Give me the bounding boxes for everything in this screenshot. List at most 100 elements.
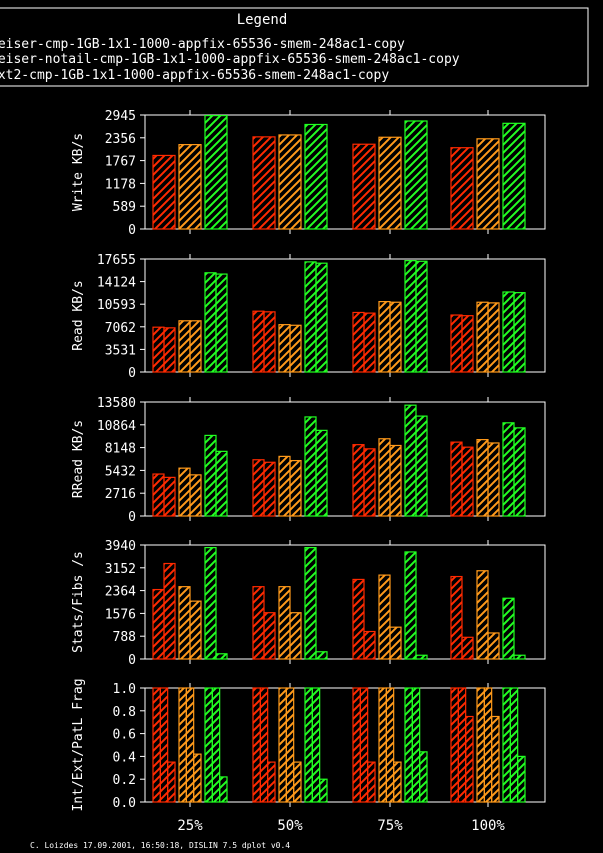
bar [378,574,391,660]
bar [152,154,176,230]
bar [352,578,365,660]
panel-2: 0 3531 7062 10593 14124 17655 Read KB/s [71,253,546,381]
bar [178,320,191,373]
legend-title: Legend [237,12,288,28]
bar [502,422,515,517]
bar [352,311,365,373]
bar [304,261,317,373]
bar [502,597,515,660]
legend-box [0,7,589,87]
bar [152,588,165,660]
bar [352,444,365,517]
bar [215,653,228,660]
bar [476,570,489,660]
bar [252,459,265,517]
bar [252,687,261,803]
legend: Legend reiser-cmp-1GB-1x1-1000-appfix-65… [0,7,589,87]
bar [461,636,474,660]
bar [304,547,317,660]
y-tick-label: 13580 [97,396,136,411]
bar [450,147,474,230]
bar [304,123,328,230]
y-tick-label: 2364 [105,585,136,600]
bar [509,687,519,803]
y-axis-label: RRead KB/s [71,420,86,498]
bar [415,654,428,660]
bar [487,442,500,517]
bar [385,687,395,803]
y-tick-label: 10864 [97,419,136,434]
bar [193,753,202,803]
panel-frame [144,258,546,373]
bar [163,476,176,517]
bar [289,612,302,660]
x-tick-label: 25% [177,818,203,834]
bar [211,687,221,803]
bar [465,715,474,803]
y-tick-label: 0 [128,223,136,238]
bar [215,273,228,373]
y-tick-label: 0.4 [113,750,137,765]
y-tick-label: 0 [128,653,136,668]
y-tick-label: 10593 [97,298,136,313]
bar [513,292,526,373]
y-tick-label: 0 [128,366,136,381]
chart-panels: 0 589 1178 1767 2356 2945 Write KB/s 0 3531 7062 1… [71,109,546,812]
y-axis-label: Stats/Fibs /s [71,551,86,653]
bar [389,301,402,373]
y-tick-label: 0.6 [113,728,136,743]
bar [363,312,376,373]
bar [476,687,485,803]
bar [315,262,328,373]
bar [393,761,402,803]
legend-entry-2: reiser-notail-cmp-1GB-1x1-1000-appfix-65… [0,52,460,67]
bar [252,310,265,373]
bar [278,586,291,660]
bar [304,416,317,517]
bar [178,467,191,517]
bar [404,551,417,660]
bar [304,687,313,803]
bar [404,120,428,230]
bar [450,314,463,373]
bar [389,444,402,517]
bar [315,651,328,660]
bar [167,761,176,803]
y-tick-label: 0.2 [113,773,136,788]
y-tick-label: 3531 [105,343,136,358]
bar [204,272,217,373]
bar [189,474,202,517]
bar [359,687,369,803]
footer-credit: C. Loizdes 17.09.2001, 16:50:18, DISLIN … [30,841,290,850]
y-axis-label: Int/Ext/PatL Frag [71,678,86,811]
y-tick-label: 0.8 [113,705,136,720]
bar [178,144,202,230]
bar [487,632,500,660]
bar [476,138,500,230]
bar [389,626,402,660]
bar [461,315,474,373]
bar [415,415,428,517]
panel-1: 0 589 1178 1767 2356 2945 Write KB/s [71,109,546,238]
bar [152,687,161,803]
y-tick-label: 2945 [105,109,136,124]
bar [278,134,302,230]
bar [461,446,474,517]
bar [263,311,276,373]
bar [378,300,391,373]
bar [457,687,467,803]
y-tick-label: 788 [113,630,136,645]
bar [185,687,195,803]
bar [215,450,228,517]
bar [502,291,515,373]
panel-3: 0 2716 5432 8148 10864 13580 RRead KB/s [71,396,546,525]
bar [378,136,402,230]
bar [152,473,165,517]
y-tick-label: 14124 [97,276,136,291]
bar [311,687,321,803]
legend-entry-1: reiser-cmp-1GB-1x1-1000-appfix-65536-sme… [0,37,405,52]
bar [204,114,228,230]
panel-frame [144,687,546,803]
bar [487,302,500,373]
x-tick-label: 100% [471,818,505,834]
